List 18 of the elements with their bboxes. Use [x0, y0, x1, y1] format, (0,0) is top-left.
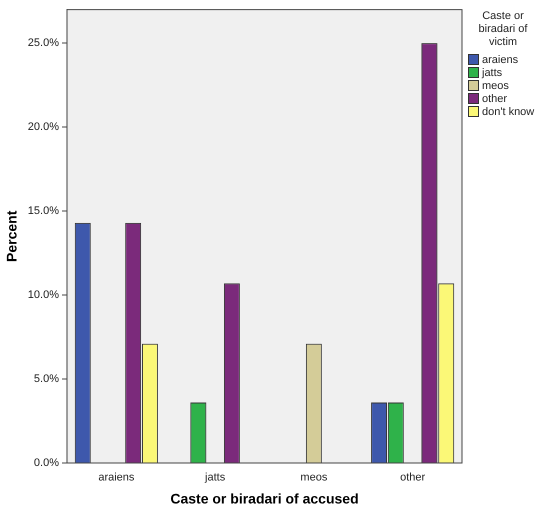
- x-axis-title: Caste or biradari of accused: [170, 490, 359, 506]
- legend-label: jatts: [482, 66, 502, 78]
- y-tick-label: 20.0%: [28, 121, 60, 134]
- legend-label: araiens: [482, 54, 518, 66]
- y-axis-title: Percent: [3, 210, 20, 262]
- y-tick-label: 15.0%: [28, 205, 60, 218]
- x-tick-label: other: [400, 472, 426, 484]
- x-tick-label: araiens: [98, 472, 135, 484]
- x-tick-label: jatts: [204, 472, 226, 484]
- y-tick-label: 25.0%: [28, 37, 60, 50]
- y-tick-label: 5.0%: [34, 373, 60, 386]
- y-tick-label: 10.0%: [28, 289, 60, 302]
- y-tick-label: 0.0%: [34, 457, 60, 470]
- legend-title: Caste or biradari of victim: [478, 10, 528, 49]
- legend-label: meos: [482, 80, 509, 92]
- legend-label: other: [482, 92, 508, 104]
- x-tick-label: meos: [300, 472, 328, 484]
- legend-label: don't know: [482, 106, 534, 118]
